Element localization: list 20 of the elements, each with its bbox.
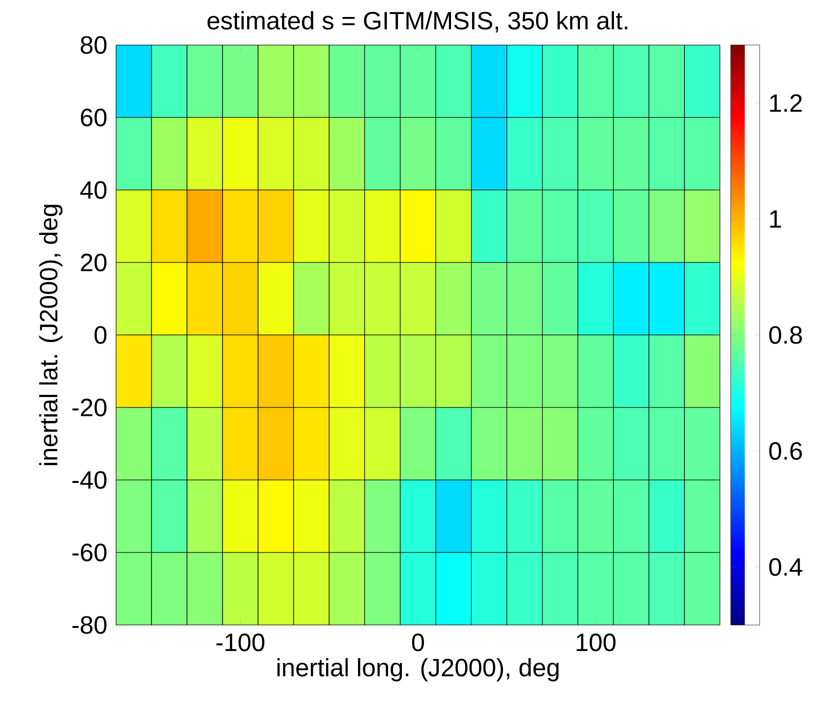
color-bar-label: 0.8 bbox=[769, 326, 802, 344]
x-tick-label: 0 bbox=[412, 634, 424, 652]
y-tick-label: 60 bbox=[80, 108, 106, 126]
y-tick-label: 80 bbox=[80, 36, 106, 54]
y-tick-label: -60 bbox=[72, 544, 106, 562]
x-tick-label: -100 bbox=[216, 634, 264, 652]
y-axis-title: inertial lat. (J2000), deg bbox=[39, 204, 62, 466]
x-tick-label: 100 bbox=[576, 634, 616, 652]
chart-title: estimated s = GITM/MSIS, 350 km alt. bbox=[208, 11, 628, 32]
x-axis-title: inertial long. (J2000), deg bbox=[277, 658, 559, 682]
color-bar-label: 1.2 bbox=[770, 94, 802, 112]
y-tick-label: -40 bbox=[72, 471, 106, 489]
y-tick-label: 0 bbox=[94, 326, 106, 344]
color-bar-label: 0.4 bbox=[769, 558, 802, 576]
y-tick-label: 40 bbox=[80, 181, 106, 199]
y-tick-label: 20 bbox=[80, 254, 106, 272]
color-bar-label: 0.6 bbox=[769, 442, 802, 460]
y-tick-label: -20 bbox=[72, 398, 106, 416]
y-tick-label: -80 bbox=[72, 616, 106, 634]
color-bar-label: 1 bbox=[770, 210, 781, 228]
